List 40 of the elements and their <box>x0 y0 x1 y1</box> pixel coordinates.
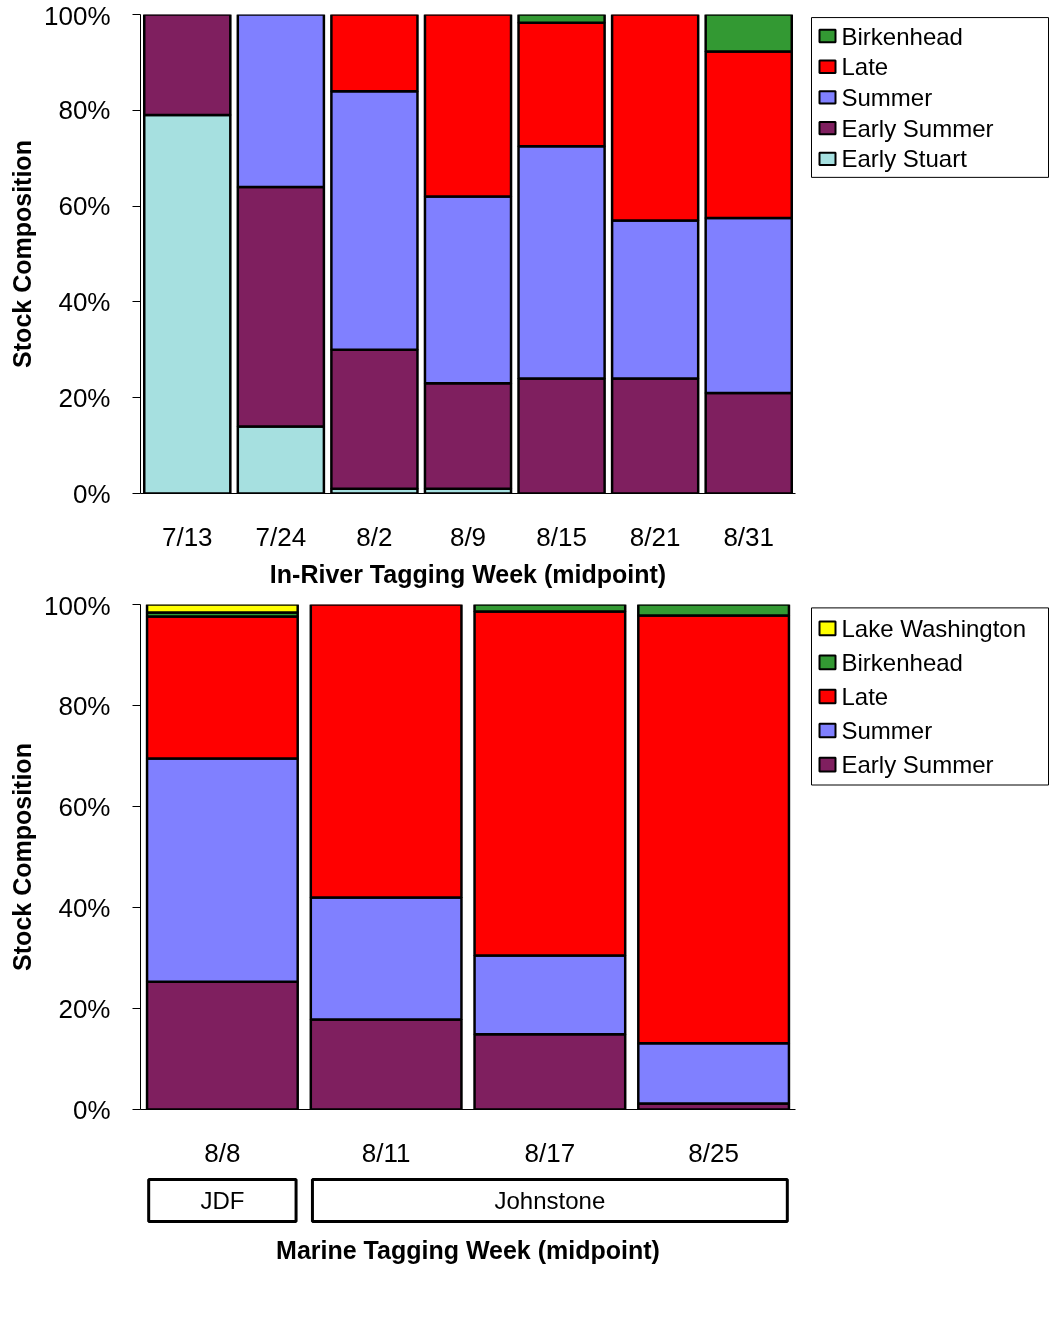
legend-label: Late <box>841 53 889 81</box>
legend-label: Early Summer <box>841 751 994 779</box>
x-tick-label: 7/13 <box>161 521 213 552</box>
x-tick-label: 8/2 <box>356 521 393 552</box>
legend-label: Late <box>841 682 889 710</box>
y-tick-label: 40% <box>58 286 111 317</box>
text: Johnstone <box>494 1187 606 1214</box>
legend-label: Early Stuart <box>841 145 968 173</box>
y-tick-label: 80% <box>58 95 111 126</box>
y-tick-label: 60% <box>58 791 111 822</box>
y-axis-title: Stock Composition <box>8 743 36 971</box>
legend-label: Birkenhead <box>841 648 963 676</box>
x-tick-label: 8/25 <box>688 1137 739 1168</box>
x-tick-label: 8/17 <box>524 1137 576 1168</box>
legend-label: Early Summer <box>841 114 994 142</box>
y-tick-label: 20% <box>58 382 111 413</box>
y-tick-label: 40% <box>58 892 111 923</box>
y-tick-label: 0% <box>72 478 111 509</box>
legend-label: Summer <box>841 717 933 745</box>
legend-label: Birkenhead <box>841 22 963 50</box>
x-tick-label: 8/31 <box>723 521 775 552</box>
y-tick-label: 60% <box>58 191 111 222</box>
legend-label: Lake Washington <box>841 614 1027 642</box>
legend-label: Summer <box>841 83 933 111</box>
x-axis-title: Marine Tagging Week (midpoint) <box>276 1235 660 1264</box>
x-tick-label: 7/24 <box>255 521 307 552</box>
x-axis-title: In-River Tagging Week (midpoint) <box>269 559 667 588</box>
y-tick-label: 80% <box>58 690 111 721</box>
x-tick-label: 8/8 <box>204 1137 241 1168</box>
y-axis-title: Stock Composition <box>8 140 36 368</box>
x-tick-label: 8/21 <box>629 521 681 552</box>
y-tick-label: 0% <box>72 1094 111 1125</box>
y-tick-label: 100% <box>44 590 111 621</box>
bar <box>145 604 299 614</box>
y-tick-label: 100% <box>44 0 111 31</box>
x-tick-label: 8/11 <box>361 1137 411 1168</box>
x-tick-label: 8/15 <box>536 521 587 552</box>
y-tick-label: 20% <box>58 993 111 1024</box>
x-tick-label: 8/9 <box>449 521 487 552</box>
text: JDF <box>200 1187 245 1214</box>
